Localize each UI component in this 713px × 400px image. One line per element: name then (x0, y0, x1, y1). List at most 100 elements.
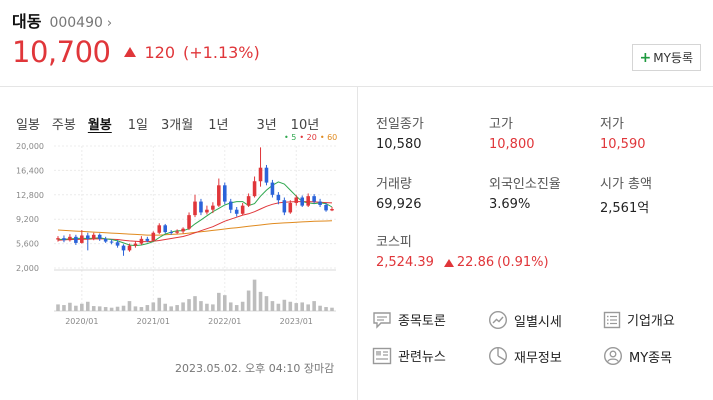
stat-market-cap: 시가 총액 2,561억 (600, 173, 652, 216)
volume-bar (133, 306, 138, 311)
stat-kospi[interactable]: 코스피 2,524.39 22.86 (0.91%) (376, 231, 549, 270)
volume-bar (264, 296, 269, 311)
candle-body (85, 235, 90, 239)
volume-bar (324, 307, 328, 311)
link-related-news-label: 관련뉴스 (398, 350, 446, 365)
stock-header: 대동 000490 › 10,700 120 (+1.13%) + MY등록 (12, 8, 702, 76)
link-daily-price-label: 일별시세 (514, 314, 562, 330)
link-discussion[interactable]: 종목토론 (372, 310, 446, 329)
link-my-stocks-label: MY종목 (629, 350, 673, 366)
chevron-right-icon[interactable]: › (106, 16, 113, 31)
volume-bar (68, 302, 72, 311)
up-arrow-icon (443, 258, 454, 267)
candle-body (175, 231, 179, 233)
tab-1day[interactable]: 1일 (127, 118, 148, 133)
stat-kospi-label: 코스피 (376, 235, 412, 250)
price-change-rate: (+1.13%) (183, 42, 260, 62)
volume-bar (294, 303, 299, 311)
y-tick-label: 12,800 (16, 191, 44, 200)
news-icon (372, 347, 392, 364)
link-financial-info[interactable]: 재무정보 (488, 346, 562, 366)
x-tick-label: 2023/01 (280, 317, 313, 326)
volume-bar (288, 301, 293, 311)
stat-high: 고가 10,800 (489, 113, 535, 152)
up-arrow-icon (124, 47, 137, 57)
tab-10years[interactable]: 10년 (290, 118, 320, 133)
market-timestamp: 2023.05.02. 오후 04:10 장마감 (175, 362, 335, 375)
volume-bar (85, 301, 90, 311)
tab-monthly[interactable]: 월봉 (87, 118, 112, 133)
moving-average-legend: • 5 • 20 • 60 (284, 133, 337, 142)
volume-bar (139, 307, 144, 311)
candle-body (270, 182, 275, 195)
volume-bar (115, 306, 120, 311)
y-tick-label: 20,000 (16, 142, 44, 151)
candle-body (127, 245, 132, 251)
candle-body (121, 245, 126, 251)
stock-name[interactable]: 대동 (12, 12, 42, 31)
candle-body (211, 205, 215, 210)
volume-bar (217, 292, 221, 311)
stat-market-cap-value: 2,561억 (600, 201, 650, 216)
volume-bar (205, 303, 209, 311)
tab-weekly[interactable]: 주봉 (51, 118, 76, 133)
current-price: 10,700 (12, 35, 111, 69)
link-daily-price[interactable]: 일별시세 (488, 310, 562, 330)
volume-bar (121, 305, 126, 311)
volume-bar (252, 279, 257, 311)
stat-low-value: 10,590 (600, 137, 646, 152)
candle-body (199, 201, 203, 213)
candle-body (151, 232, 156, 241)
link-my-stocks[interactable]: MY종목 (603, 346, 672, 366)
link-company-overview[interactable]: 기업개요 (603, 310, 675, 329)
volume-bar (103, 307, 108, 311)
candle-body (109, 241, 114, 243)
stat-foreign-ratio-value: 3.69% (489, 197, 531, 212)
volume-bar (282, 299, 287, 311)
kospi-change: 22.86 (456, 255, 495, 270)
candle-body (205, 209, 209, 213)
stat-prev-close-value: 10,580 (376, 137, 422, 152)
candle-body (228, 201, 233, 210)
candle-body (330, 209, 334, 211)
volume-bar (62, 305, 66, 311)
volume-bar (300, 302, 305, 311)
legend-ma5: • 5 (284, 133, 297, 142)
volume-bar (228, 302, 233, 311)
volume-bar (157, 297, 162, 311)
volume-bar (80, 303, 84, 311)
price-row: 10,700 120 (+1.13%) (12, 35, 260, 69)
list-icon (603, 311, 621, 328)
volume-bar (306, 304, 310, 311)
tab-daily[interactable]: 일봉 (16, 118, 40, 133)
volume-bar (151, 302, 156, 311)
x-tick-label: 2020/01 (65, 317, 98, 326)
kospi-value: 2,524.39 (376, 255, 434, 270)
volume-bar (181, 302, 185, 311)
stat-prev-close: 전일종가 10,580 (376, 113, 424, 152)
x-tick-label: 2021/01 (137, 317, 170, 326)
price-chart[interactable]: 20,000 16,400 12,800 9,200 5,600 2,000 2020/01… (14, 140, 340, 330)
candle-body (324, 204, 328, 211)
candle-body (133, 243, 138, 246)
volume-bar (127, 301, 132, 311)
candle-body (222, 185, 227, 202)
volume-bar (270, 301, 275, 311)
plus-icon: + (639, 49, 652, 66)
volume-bar (175, 305, 179, 311)
volume-bar (222, 295, 227, 311)
tab-1year[interactable]: 1년 (208, 118, 229, 133)
stat-foreign-ratio-label: 외국인소진율 (489, 177, 561, 192)
tab-3years[interactable]: 3년 (256, 118, 277, 133)
candle-body (97, 234, 102, 239)
link-related-news[interactable]: 관련뉴스 (372, 346, 446, 365)
volume-bar (199, 301, 203, 311)
pie-icon (488, 346, 508, 366)
tab-3months[interactable]: 3개월 (161, 118, 194, 133)
y-tick-label: 2,000 (16, 264, 39, 273)
my-register-button[interactable]: + MY등록 (631, 44, 701, 71)
volume-bar (169, 306, 173, 311)
stock-name-row[interactable]: 대동 000490 › (12, 8, 702, 32)
candle-body (276, 194, 281, 201)
legend-ma60: • 60 (319, 133, 338, 142)
